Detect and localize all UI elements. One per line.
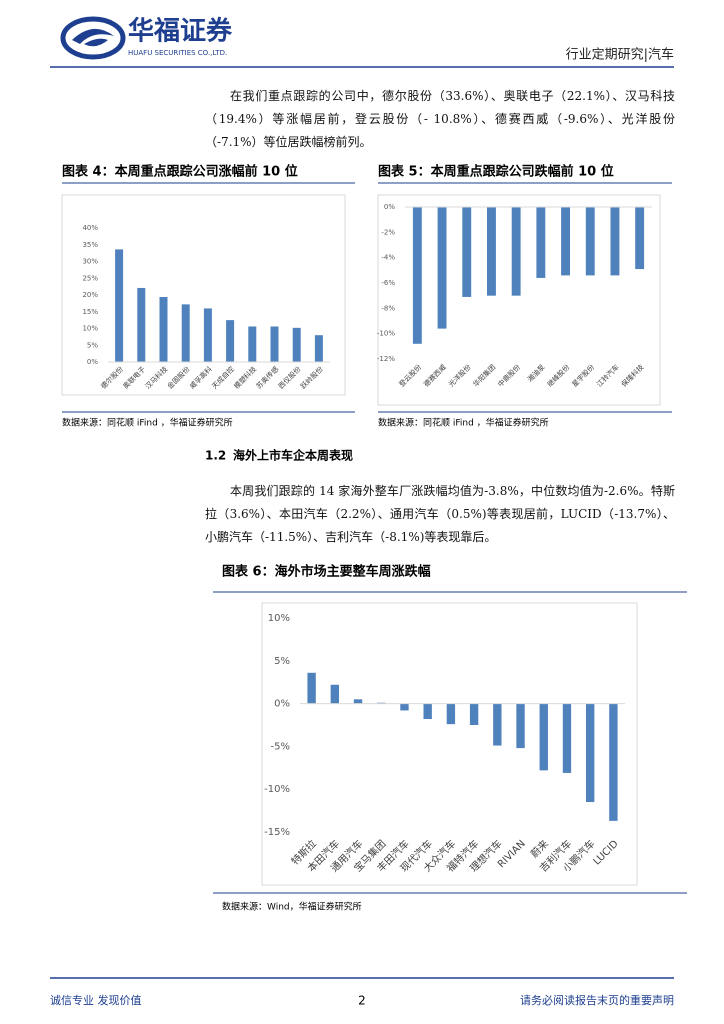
- chart-frame: [61, 194, 346, 396]
- figure-title: 图表 4：本周重点跟踪公司涨幅前 10 位: [62, 164, 298, 180]
- y-tick-label: -15%: [264, 827, 290, 838]
- source: 数据来源：同花顺 iFind ，华福证券研究所: [62, 417, 233, 429]
- y-tick-label: 5%: [87, 341, 98, 349]
- y-tick-label: 0%: [274, 699, 290, 710]
- y-tick-label: 35%: [82, 241, 98, 249]
- bar: [314, 335, 323, 362]
- y-tick-label: 25%: [82, 274, 98, 282]
- bar: [307, 672, 316, 704]
- bar: [400, 703, 409, 711]
- paragraph: 在我们重点跟踪的公司中，德尔股份（33.6%）、奥联电子（22.1%）、汉马科技…: [205, 89, 675, 149]
- y-tick-label: 10%: [268, 613, 290, 624]
- source: 数据来源：同花顺 iFind ，华福证券研究所: [378, 417, 549, 429]
- section-number: 1.2: [205, 449, 226, 463]
- bar: [561, 207, 570, 276]
- bar: [539, 703, 548, 771]
- bar: [511, 207, 521, 296]
- y-tick-label: -5%: [271, 741, 290, 752]
- bar: [610, 207, 620, 276]
- bar: [585, 207, 595, 276]
- report-type: 行业定期研究|汽车: [566, 47, 674, 63]
- y-tick-label: -2%: [381, 228, 395, 236]
- y-tick-label: -10%: [377, 330, 395, 338]
- bar: [586, 703, 595, 803]
- bar: [115, 249, 124, 362]
- bar: [159, 297, 168, 362]
- bar: [270, 326, 279, 362]
- bar: [446, 703, 456, 725]
- bar: [562, 703, 572, 773]
- bar: [609, 703, 618, 821]
- bar: [248, 326, 257, 362]
- figure-title: 图表 6：海外市场主要整车周涨跌幅: [222, 564, 431, 580]
- section-title: 海外上市车企本周表现: [233, 448, 353, 463]
- bar: [487, 207, 496, 296]
- chart-frame: [261, 602, 638, 886]
- y-tick-label: -4%: [381, 254, 395, 262]
- bar: [292, 327, 301, 362]
- y-tick-label: 0%: [87, 358, 98, 366]
- bar: [493, 703, 502, 746]
- y-tick-label: 20%: [82, 291, 98, 299]
- bar: [536, 207, 546, 278]
- y-tick-label: 40%: [82, 224, 98, 232]
- y-tick-label: -10%: [264, 784, 290, 795]
- y-tick-label: 15%: [82, 308, 98, 316]
- y-tick-label: -12%: [377, 355, 395, 363]
- footer-disclaimer: 请务必阅读报告末页的重要声明: [520, 993, 674, 1007]
- company-en: HUAFU SECURITIES CO.,LTD.: [128, 49, 227, 57]
- bar: [462, 207, 472, 297]
- bar: [353, 699, 363, 704]
- company-name: 华福证券: [128, 16, 233, 47]
- bar: [423, 703, 432, 720]
- bar: [412, 207, 422, 344]
- bar: [137, 287, 146, 362]
- source: 数据来源：Wind，华福证券研究所: [222, 901, 362, 913]
- y-tick-label: 0%: [384, 203, 395, 211]
- y-tick-label: 30%: [82, 258, 98, 266]
- paragraph: 本周我们跟踪的 14 家海外整车厂涨跌幅均值为-3.8%，中位数均值为-2.6%…: [205, 484, 675, 544]
- y-tick-label: -8%: [381, 304, 395, 312]
- bar: [469, 703, 479, 725]
- y-tick-label: 5%: [274, 656, 290, 667]
- bar: [516, 703, 525, 749]
- y-tick-label: 10%: [82, 325, 98, 333]
- bar: [437, 207, 447, 329]
- bar: [330, 684, 339, 704]
- bar: [181, 304, 190, 362]
- bar: [203, 308, 212, 362]
- page-number: 2: [358, 994, 366, 1008]
- bar: [635, 207, 645, 270]
- footer-slogan: 诚信专业 发现价值: [50, 993, 142, 1007]
- logo: [60, 16, 126, 60]
- bar: [226, 320, 235, 362]
- y-tick-label: -6%: [381, 279, 395, 287]
- figure-title: 图表 5：本周重点跟踪公司跌幅前 10 位: [378, 164, 614, 180]
